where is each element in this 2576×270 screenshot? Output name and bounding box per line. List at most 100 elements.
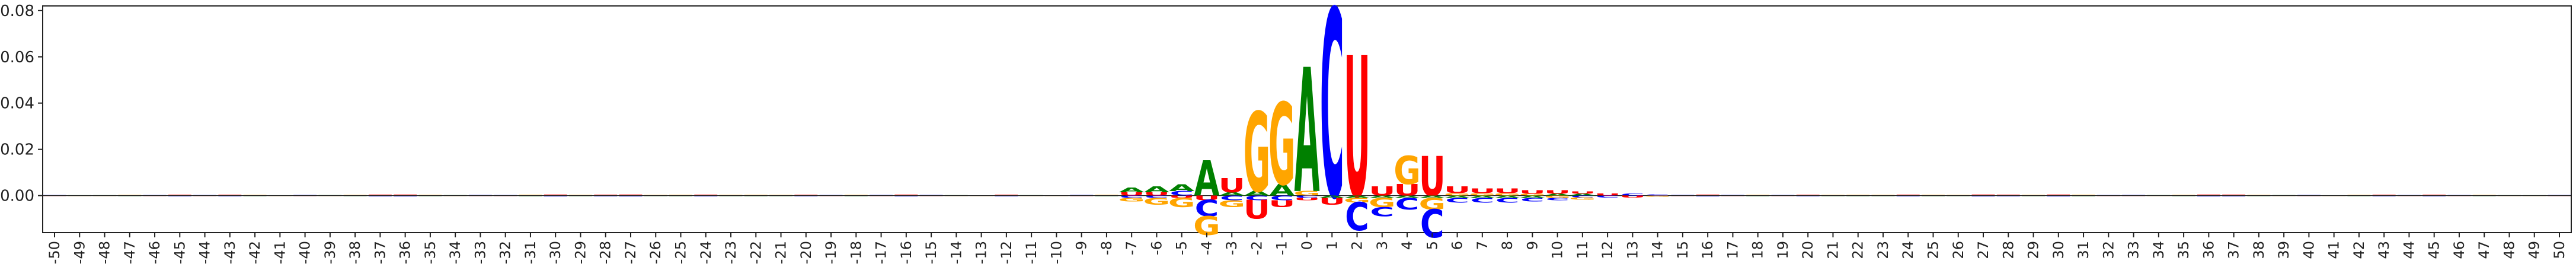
logo-letter-c: C bbox=[1245, 195, 1269, 202]
noise-mark bbox=[1796, 194, 1820, 196]
svg-text:A: A bbox=[1144, 185, 1170, 194]
x-tick-label: 29 bbox=[2025, 241, 2042, 259]
x-tick-label: -10 bbox=[1048, 241, 1065, 264]
logo-letter-a: A bbox=[1169, 182, 1194, 193]
svg-text:G: G bbox=[1644, 195, 1671, 197]
logo-letter-u: U bbox=[1419, 145, 1446, 209]
x-tick-label: -23 bbox=[723, 241, 739, 264]
x-tick-label: -8 bbox=[1098, 241, 1115, 255]
svg-text:G: G bbox=[1244, 91, 1271, 218]
svg-text:U: U bbox=[1469, 188, 1495, 195]
svg-text:A: A bbox=[1545, 193, 1571, 196]
svg-text:C: C bbox=[1320, 0, 1344, 256]
x-tick-label: -34 bbox=[447, 241, 464, 264]
svg-text:A: A bbox=[1444, 195, 1471, 199]
noise-mark bbox=[1746, 195, 1770, 196]
x-tick-label: -44 bbox=[197, 241, 213, 264]
x-tick-label: -33 bbox=[472, 241, 488, 264]
noise-mark bbox=[544, 194, 567, 196]
noise-mark bbox=[1696, 194, 1720, 196]
x-tick-label: -15 bbox=[923, 241, 939, 264]
noise-mark bbox=[995, 195, 1018, 197]
svg-text:C: C bbox=[1270, 195, 1294, 202]
logo-letter-c: C bbox=[1120, 195, 1144, 199]
x-tick-label: -14 bbox=[948, 241, 964, 264]
svg-text:U: U bbox=[1519, 189, 1546, 195]
logo-letter-c: C bbox=[1169, 190, 1194, 197]
logo-letter-a: A bbox=[1545, 193, 1571, 196]
svg-text:A: A bbox=[1119, 186, 1145, 193]
x-tick-label: -12 bbox=[998, 241, 1015, 264]
x-tick-label: 39 bbox=[2275, 241, 2292, 259]
noise-mark bbox=[1896, 195, 1920, 197]
svg-text:C: C bbox=[1470, 197, 1494, 204]
svg-text:C: C bbox=[1621, 193, 1645, 196]
svg-text:C: C bbox=[1245, 195, 1269, 202]
logo-letter-u: U bbox=[1569, 191, 1596, 195]
x-tick-label: 30 bbox=[2050, 241, 2067, 259]
x-tick-label: -31 bbox=[522, 241, 539, 264]
logo-letter-a: A bbox=[1295, 33, 1320, 231]
x-tick-label: 8 bbox=[1499, 241, 1516, 250]
x-axis: -50 -49 -48 -47 -46 -45 -44 -43 -42 -41 -40 -39 -38-… bbox=[46, 233, 2568, 264]
x-tick-label: 17 bbox=[1724, 241, 1741, 259]
logo-letter-g: G bbox=[1244, 91, 1271, 218]
noise-mark bbox=[1971, 195, 1995, 197]
logo-letter-u: U bbox=[1344, 17, 1370, 242]
x-tick-label: -28 bbox=[597, 241, 614, 264]
svg-text:U: U bbox=[1344, 17, 1370, 242]
logo-letter-g: G bbox=[1369, 195, 1396, 210]
x-tick-label: 6 bbox=[1449, 241, 1466, 250]
logo-letter-c: C bbox=[1470, 197, 1494, 204]
logo-letter-c: C bbox=[1495, 197, 1520, 204]
x-tick-label: 4 bbox=[1399, 241, 1415, 250]
x-tick-label: 41 bbox=[2326, 241, 2342, 259]
svg-text:U: U bbox=[1369, 184, 1395, 199]
x-tick-label: 32 bbox=[2100, 241, 2117, 259]
x-tick-label: -27 bbox=[622, 241, 639, 264]
y-tick-label: 0.06 bbox=[0, 49, 34, 66]
logo-letter-u: U bbox=[1444, 185, 1471, 196]
logo-letter-a: A bbox=[1570, 193, 1596, 196]
x-tick-label: 19 bbox=[1775, 241, 1791, 259]
logo-letter-c: C bbox=[1420, 202, 1444, 247]
x-tick-label: -30 bbox=[547, 241, 564, 264]
x-tick-label: 49 bbox=[2526, 241, 2543, 259]
logo-letter-c: C bbox=[1145, 195, 1169, 199]
logo-letter-c: C bbox=[1520, 197, 1545, 202]
svg-text:C: C bbox=[1495, 197, 1520, 204]
logo-letter-a: A bbox=[1444, 195, 1471, 199]
svg-text:C: C bbox=[1345, 195, 1369, 240]
noise-mark bbox=[394, 195, 417, 197]
noise-mark bbox=[794, 194, 818, 196]
x-tick-label: -46 bbox=[146, 241, 163, 264]
svg-text:C: C bbox=[1395, 195, 1420, 214]
noise-mark bbox=[2222, 195, 2246, 197]
x-tick-label: 7 bbox=[1474, 241, 1491, 250]
noise-mark bbox=[619, 194, 643, 196]
x-tick-label: 20 bbox=[1800, 241, 1816, 259]
svg-text:C: C bbox=[1596, 195, 1620, 198]
svg-text:U: U bbox=[1319, 196, 1345, 207]
noise-mark bbox=[1846, 194, 1870, 196]
logo-letter-g: G bbox=[1143, 196, 1171, 207]
svg-text:U: U bbox=[1219, 174, 1245, 197]
noise-mark bbox=[694, 195, 718, 197]
x-tick-label: -38 bbox=[347, 241, 363, 264]
x-tick-label: -29 bbox=[572, 241, 589, 264]
x-tick-label: 47 bbox=[2476, 241, 2492, 259]
svg-text:C: C bbox=[1445, 197, 1469, 204]
svg-text:G: G bbox=[1494, 193, 1521, 196]
svg-text:C: C bbox=[1295, 195, 1319, 199]
logo-letter-a: A bbox=[1244, 190, 1270, 197]
logo-letter-g: G bbox=[1268, 80, 1296, 211]
svg-text:G: G bbox=[1444, 193, 1471, 196]
svg-text:A: A bbox=[1369, 195, 1395, 199]
x-tick-label: -49 bbox=[71, 241, 88, 264]
x-tick-label: 33 bbox=[2126, 241, 2142, 259]
svg-text:U: U bbox=[1193, 195, 1220, 202]
x-tick-label: 16 bbox=[1699, 241, 1716, 259]
x-tick-label: 27 bbox=[1975, 241, 1992, 259]
x-tick-label: 36 bbox=[2200, 241, 2217, 259]
x-tick-label: -48 bbox=[97, 241, 113, 264]
